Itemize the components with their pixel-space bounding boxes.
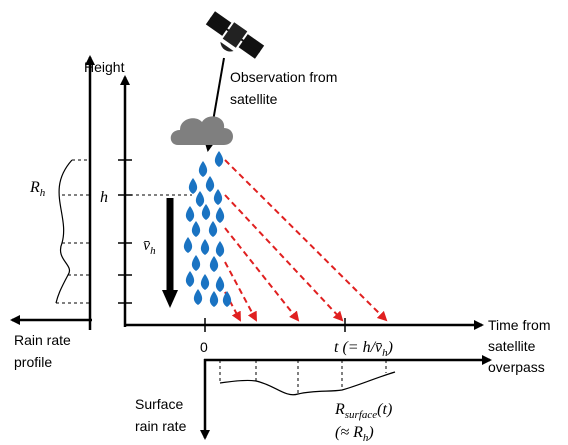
surface-curve [219, 371, 396, 396]
profile-curve [55, 159, 73, 304]
profile-dashes [56, 159, 90, 304]
time-label: satellite [488, 338, 536, 354]
surface-dashes [219, 360, 387, 394]
satellite-icon [205, 11, 265, 59]
observation-label: satellite [230, 91, 278, 107]
t-label: t (= h/v̄h) [334, 339, 393, 359]
r-h-label: Rh [29, 179, 46, 199]
rain-drops [183, 151, 232, 307]
time-label: Time from [488, 317, 550, 333]
height-label: Height [84, 59, 125, 75]
height-ticks [118, 159, 346, 332]
surface-label: rain rate [135, 418, 187, 434]
profile-label: profile [14, 354, 52, 370]
observation-label: Observation from [230, 69, 337, 85]
time-label: overpass [488, 359, 545, 375]
r-surface-label: Rsurface(t) [334, 401, 392, 421]
approx-label: (≈ Rh) [335, 424, 374, 444]
profile-label: Rain rate [14, 332, 71, 348]
h-label: h [100, 189, 108, 206]
cloud [170, 116, 233, 145]
rain-trajectories [224, 159, 388, 322]
fall-arrow-head [162, 290, 178, 308]
v-h-label: v̄h [143, 237, 156, 257]
surface-label: Surface [135, 396, 183, 412]
zero-label: 0 [200, 339, 208, 355]
